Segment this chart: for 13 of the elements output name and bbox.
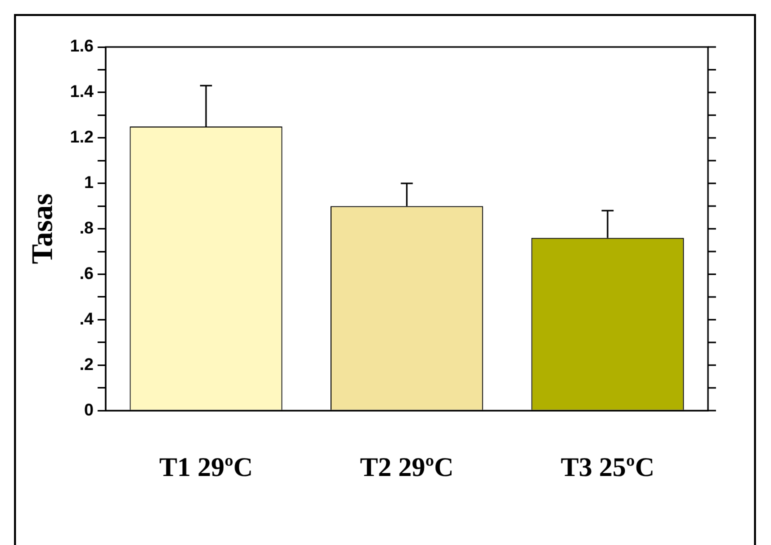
y-tick-label: 1.6 <box>70 36 94 56</box>
y-tick-label: 1.4 <box>70 82 94 102</box>
y-tick-label: 1 <box>84 173 94 192</box>
y-axis-title: Tasas <box>26 193 59 264</box>
y-tick-label: .6 <box>79 264 94 283</box>
y-tick-label: 0 <box>84 400 94 420</box>
x-tick-label: T2 29ºC <box>360 452 454 482</box>
x-tick-label: T1 29ºC <box>159 452 253 482</box>
x-tick-label: T3 25ºC <box>560 452 654 482</box>
y-tick-label: .4 <box>79 309 94 328</box>
y-tick-label: 1.2 <box>70 128 94 147</box>
y-tick-label: .2 <box>79 354 94 374</box>
y-tick-label: .8 <box>79 218 94 238</box>
